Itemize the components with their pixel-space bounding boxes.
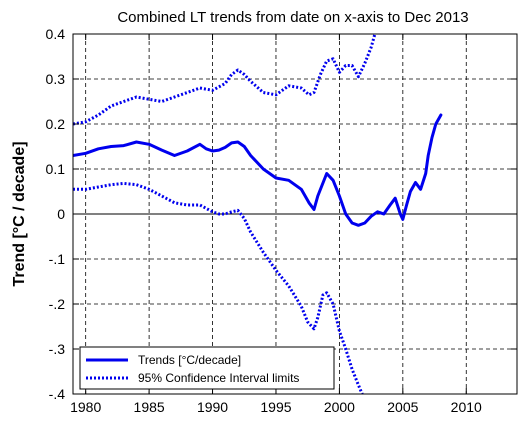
y-tick-label: 0.1 <box>46 161 66 177</box>
legend-label-trends: Trends [°C/decade] <box>138 353 241 367</box>
x-tick-label: 2010 <box>451 399 482 415</box>
y-axis-label: Trend [°C / decade] <box>11 141 28 286</box>
x-tick-label: 1980 <box>70 399 101 415</box>
trend-line <box>73 113 443 227</box>
y-tick-label: -.3 <box>49 341 66 357</box>
legend: Trends [°C/decade] 95% Confidence Interv… <box>79 346 335 390</box>
x-tick-label: 1985 <box>134 399 165 415</box>
y-tick-label: 0.2 <box>46 116 66 132</box>
x-tick-label: 1990 <box>197 399 228 415</box>
x-tick-label: 2005 <box>387 399 418 415</box>
y-tick-label: 0.3 <box>46 71 66 87</box>
y-tick-label: 0 <box>57 206 65 222</box>
series-layer <box>73 34 443 394</box>
x-tick-label: 2000 <box>324 399 355 415</box>
y-tick-label: -.1 <box>49 251 66 267</box>
tick-labels: 1980 1985 1990 1995 2000 2005 2010 -.4 -.3 -.2 -.1… <box>46 26 483 415</box>
legend-label-confidence: 95% Confidence Interval limits <box>138 371 299 385</box>
y-tick-label: 0.4 <box>46 26 66 42</box>
lower-confidence-line <box>73 181 364 394</box>
grid <box>73 33 517 395</box>
chart-title: Combined LT trends from date on x-axis t… <box>117 9 468 26</box>
plot-frame <box>72 33 518 395</box>
legend-box <box>79 346 335 390</box>
y-tick-label: -.2 <box>49 296 66 312</box>
y-tick-label: -.4 <box>49 386 66 402</box>
x-tick-label: 1995 <box>260 399 291 415</box>
